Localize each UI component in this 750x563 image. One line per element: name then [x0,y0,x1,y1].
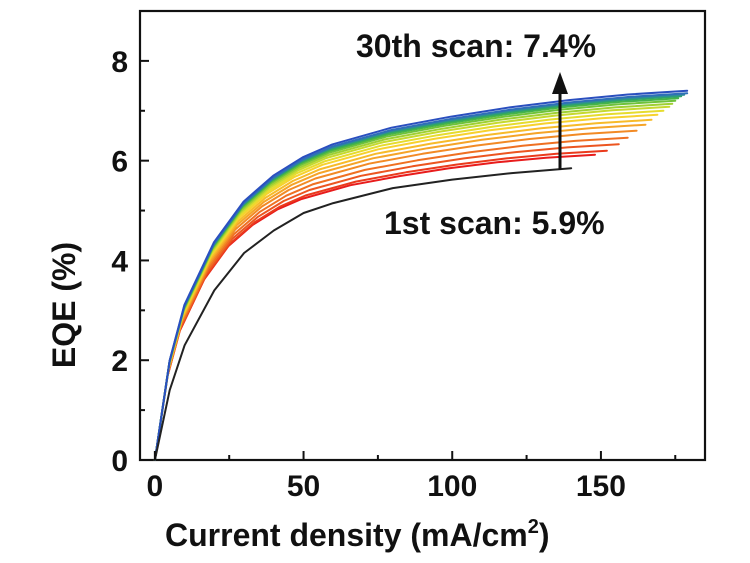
series-group [153,89,689,461]
x-tick-label: 0 [147,470,164,503]
x-tick-label: 150 [576,470,626,503]
y-tick-label: 0 [111,445,128,478]
annotation-30th-scan: 30th scan: 7.4% [356,28,596,64]
x-axis-title: Current density (mA/cm2) [165,516,550,553]
scan-series-line [153,109,665,461]
y-tick-label: 4 [111,245,128,278]
scan-series-line [153,92,689,461]
x-axis-title-superscript: 2 [528,516,539,538]
ticks-group: 0 50 100 150 0 2 4 6 8 [111,46,677,503]
scan-series-line [153,149,608,461]
arrow-head-icon [552,72,568,94]
scan-series-line [153,102,674,461]
y-axis-title: EQE (%) [46,242,82,368]
scan-series-line [153,118,653,461]
x-tick-label: 50 [287,470,320,503]
x-axis-title-main: Current density (mA/cm [165,517,528,553]
scan-series-line [153,129,638,461]
y-tick-label: 2 [111,345,128,378]
scan-series-line [153,143,620,461]
scan-series-line [153,136,629,461]
scan-series-line [153,97,680,461]
x-tick-label: 100 [427,470,477,503]
plot-frame [138,9,707,462]
annotation-1st-scan: 1st scan: 5.9% [384,205,605,241]
y-tick-label: 8 [111,46,128,79]
x-axis-title-suffix: ) [539,517,550,553]
first-scan-line [153,167,573,461]
y-tick-label: 6 [111,146,128,179]
scan-series-line [153,153,596,461]
scan-series-line [153,105,671,461]
